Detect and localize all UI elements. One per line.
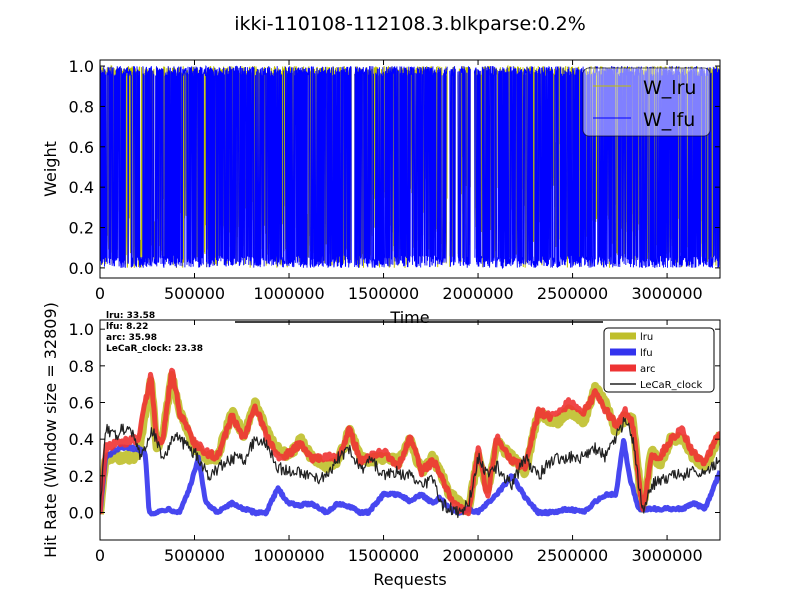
y-axis-label: Hit Rate (Window size = 32809) <box>41 302 60 558</box>
y-tick-label: 0.0 <box>69 259 94 278</box>
x-tick-label: 1500000 <box>348 546 419 565</box>
x-axis-label: Time <box>389 308 429 327</box>
x-tick-label: 2500000 <box>537 284 608 303</box>
x-tick-label: 0 <box>95 284 105 303</box>
series-line-lfu <box>100 438 720 517</box>
plot-frame <box>99 319 721 541</box>
figure-title: ikki-110108-112108.3.blkparse:0.2% <box>234 13 586 35</box>
x-tick-label: 1000000 <box>253 284 324 303</box>
weights-panel: 0 500000 1000000 1500000 2000000 2500000 30000… <box>41 57 721 327</box>
x-tick-label: 2000000 <box>442 546 513 565</box>
y-axis-label: Weight <box>41 141 60 197</box>
series-line-arc <box>100 367 720 517</box>
x-tick-label: 1500000 <box>348 284 419 303</box>
legend-box <box>603 327 715 393</box>
x-tick-label: 3000000 <box>631 546 702 565</box>
x-tick-label: 500000 <box>164 546 225 565</box>
stats-annotation: lfu: 8.22 <box>106 322 148 332</box>
x-axis-label: Requests <box>373 570 446 589</box>
y-tick-label: 0.2 <box>69 219 94 238</box>
series-line-LeCaR_clock <box>100 417 720 519</box>
plot-area <box>100 64 720 270</box>
y-tick-label: 0.6 <box>69 138 94 157</box>
stats-annotation: lru: 33.58 <box>106 311 155 321</box>
x-tick-label: 500000 <box>164 284 225 303</box>
legend-label-W_lru: W_lru <box>643 77 696 99</box>
y-tick-label: 0.8 <box>69 97 94 116</box>
x-tick-label: 2000000 <box>442 284 513 303</box>
legend-label-arc: arc <box>640 364 656 375</box>
y-tick-label: 0.2 <box>69 467 94 486</box>
plot-frame <box>99 59 721 279</box>
legend-box <box>582 67 711 137</box>
y-tick-label: 0.0 <box>69 504 94 523</box>
y-tick-label: 0.6 <box>69 394 94 413</box>
y-tick-label: 1.0 <box>69 57 94 76</box>
plot-area <box>100 367 720 519</box>
legend-label-W_lfu: W_lfu <box>643 109 695 131</box>
legend-label-LeCaR_clock: LeCaR_clock <box>640 380 702 391</box>
stats-annotation: LeCaR_clock: 23.38 <box>106 344 203 354</box>
series-line-W_lfu <box>100 65 720 270</box>
y-tick-label: 0.4 <box>69 178 94 197</box>
y-tick-label: 0.4 <box>69 430 94 449</box>
x-tick-label: 3000000 <box>631 284 702 303</box>
x-tick-label: 0 <box>95 546 105 565</box>
stats-annotation: arc: 35.98 <box>106 333 157 343</box>
legend-label-lfu: lfu <box>640 348 653 359</box>
hit-rate-panel: 0 500000 1000000 1500000 2000000 2500000 30000… <box>41 302 721 589</box>
legend-label-lru: lru <box>640 332 653 343</box>
x-tick-label: 1000000 <box>253 546 324 565</box>
y-tick-label: 0.8 <box>69 357 94 376</box>
x-tick-label: 2500000 <box>537 546 608 565</box>
y-tick-label: 1.0 <box>69 320 94 339</box>
